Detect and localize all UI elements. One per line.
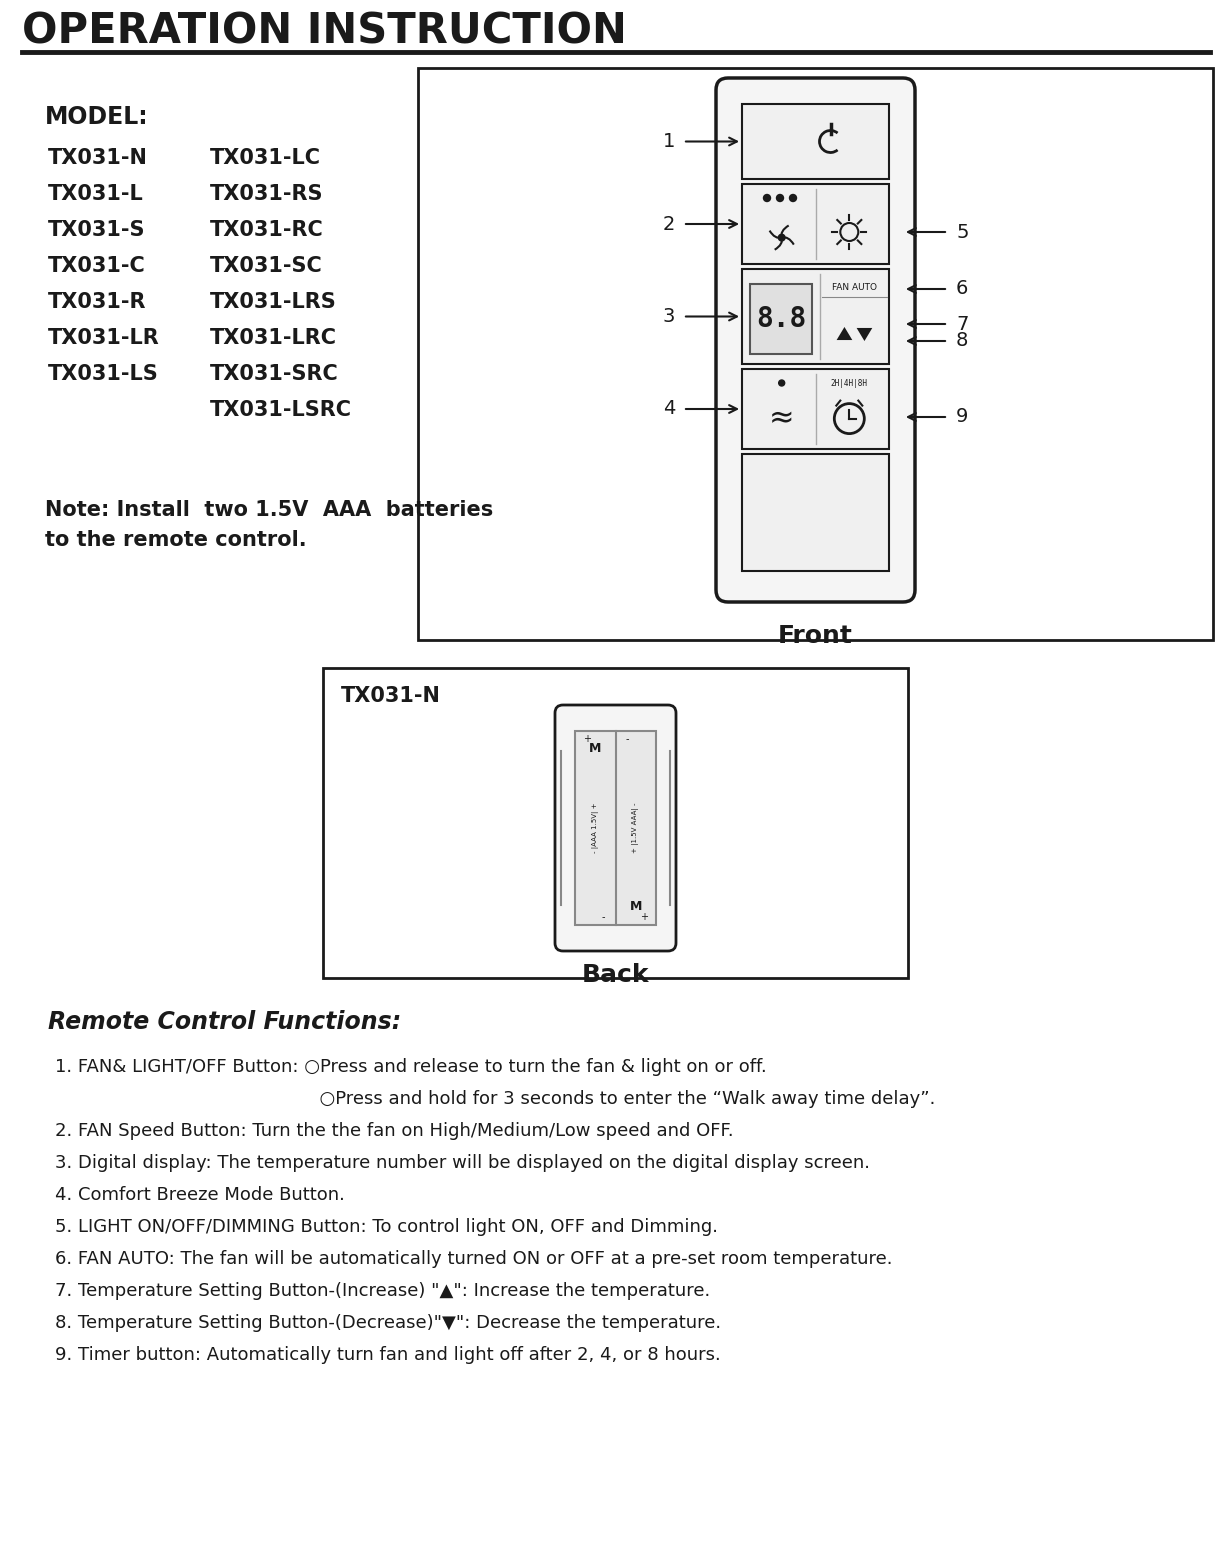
- Text: 2H|4H|8H: 2H|4H|8H: [831, 378, 868, 388]
- Text: M: M: [630, 900, 642, 914]
- Polygon shape: [858, 329, 871, 340]
- Text: 5. LIGHT ON/OFF/DIMMING Button: To control light ON, OFF and Dimming.: 5. LIGHT ON/OFF/DIMMING Button: To contr…: [55, 1218, 718, 1237]
- Text: 8. Temperature Setting Button-(Decrease)"▼": Decrease the temperature.: 8. Temperature Setting Button-(Decrease)…: [55, 1314, 721, 1332]
- Text: 2. FAN Speed Button: Turn the the fan on High/Medium/Low speed and OFF.: 2. FAN Speed Button: Turn the the fan on…: [55, 1122, 733, 1139]
- Text: TX031-N: TX031-N: [341, 686, 441, 706]
- Text: TX031-LS: TX031-LS: [48, 364, 158, 384]
- Circle shape: [840, 222, 858, 241]
- Text: Remote Control Functions:: Remote Control Functions:: [48, 1010, 402, 1034]
- Bar: [750, 284, 812, 354]
- Bar: [323, 669, 907, 977]
- Text: 1. FAN& LIGHT/OFF Button: ○Press and release to turn the fan & light on or off.: 1. FAN& LIGHT/OFF Button: ○Press and rel…: [55, 1058, 766, 1076]
- Text: M: M: [589, 743, 602, 755]
- Text: TX031-RS: TX031-RS: [210, 184, 323, 204]
- Text: 3: 3: [663, 307, 675, 326]
- Text: 4: 4: [663, 400, 675, 418]
- Text: Front: Front: [779, 624, 853, 648]
- Bar: [575, 730, 656, 925]
- Text: 2: 2: [663, 215, 675, 233]
- Text: TX031-LRS: TX031-LRS: [210, 292, 336, 312]
- Text: 1: 1: [663, 131, 675, 151]
- Bar: [742, 369, 889, 449]
- Text: TX031-LR: TX031-LR: [48, 327, 160, 347]
- Text: Back: Back: [582, 963, 650, 987]
- Polygon shape: [839, 329, 851, 340]
- Circle shape: [790, 195, 797, 202]
- Text: 7: 7: [957, 315, 969, 334]
- Text: + |1.5V AAA| -: + |1.5V AAA| -: [632, 803, 640, 854]
- Text: TX031-C: TX031-C: [48, 256, 146, 276]
- Text: 6: 6: [957, 279, 969, 298]
- Text: 8.8: 8.8: [755, 306, 806, 334]
- Circle shape: [779, 235, 785, 241]
- Text: TX031-N: TX031-N: [48, 148, 147, 168]
- FancyBboxPatch shape: [555, 706, 675, 951]
- Text: TX031-LRC: TX031-LRC: [210, 327, 336, 347]
- Bar: [418, 68, 1213, 641]
- Text: +: +: [640, 913, 647, 922]
- Text: 7. Temperature Setting Button-(Increase) "▲": Increase the temperature.: 7. Temperature Setting Button-(Increase)…: [55, 1282, 710, 1300]
- Circle shape: [834, 403, 865, 434]
- Text: -: -: [602, 913, 605, 922]
- Text: FAN AUTO: FAN AUTO: [831, 283, 877, 292]
- Circle shape: [776, 195, 783, 202]
- Text: -: -: [626, 733, 630, 744]
- Text: 9. Timer button: Automatically turn fan and light off after 2, 4, or 8 hours.: 9. Timer button: Automatically turn fan …: [55, 1346, 721, 1363]
- Text: TX031-SC: TX031-SC: [210, 256, 323, 276]
- Text: TX031-LC: TX031-LC: [210, 148, 321, 168]
- Text: TX031-RC: TX031-RC: [210, 219, 324, 239]
- Text: TX031-S: TX031-S: [48, 219, 145, 239]
- Text: 3. Digital display: The temperature number will be displayed on the digital disp: 3. Digital display: The temperature numb…: [55, 1153, 869, 1172]
- FancyBboxPatch shape: [716, 79, 915, 602]
- Text: 9: 9: [957, 408, 969, 426]
- Circle shape: [764, 195, 770, 202]
- Text: Note: Install  two 1.5V  AAA  batteries
to the remote control.: Note: Install two 1.5V AAA batteries to …: [45, 500, 494, 550]
- Bar: [742, 269, 889, 364]
- Text: TX031-L: TX031-L: [48, 184, 144, 204]
- Bar: [742, 103, 889, 179]
- Text: ≈: ≈: [769, 405, 795, 434]
- Circle shape: [779, 380, 785, 386]
- Text: MODEL:: MODEL:: [45, 105, 149, 130]
- Text: 4. Comfort Breeze Mode Button.: 4. Comfort Breeze Mode Button.: [55, 1186, 345, 1204]
- Text: - |AAA 1.5V| +: - |AAA 1.5V| +: [592, 803, 599, 854]
- Bar: [742, 454, 889, 571]
- Text: TX031-SRC: TX031-SRC: [210, 364, 339, 384]
- Text: TX031-R: TX031-R: [48, 292, 146, 312]
- Text: OPERATION INSTRUCTION: OPERATION INSTRUCTION: [22, 9, 626, 52]
- Text: ○Press and hold for 3 seconds to enter the “Walk away time delay”.: ○Press and hold for 3 seconds to enter t…: [55, 1090, 936, 1109]
- Bar: [742, 184, 889, 264]
- Text: 5: 5: [957, 222, 969, 241]
- Text: 6. FAN AUTO: The fan will be automatically turned ON or OFF at a pre-set room te: 6. FAN AUTO: The fan will be automatical…: [55, 1251, 893, 1268]
- Text: 8: 8: [957, 332, 969, 350]
- Text: TX031-LSRC: TX031-LSRC: [210, 400, 352, 420]
- Text: +: +: [583, 733, 591, 744]
